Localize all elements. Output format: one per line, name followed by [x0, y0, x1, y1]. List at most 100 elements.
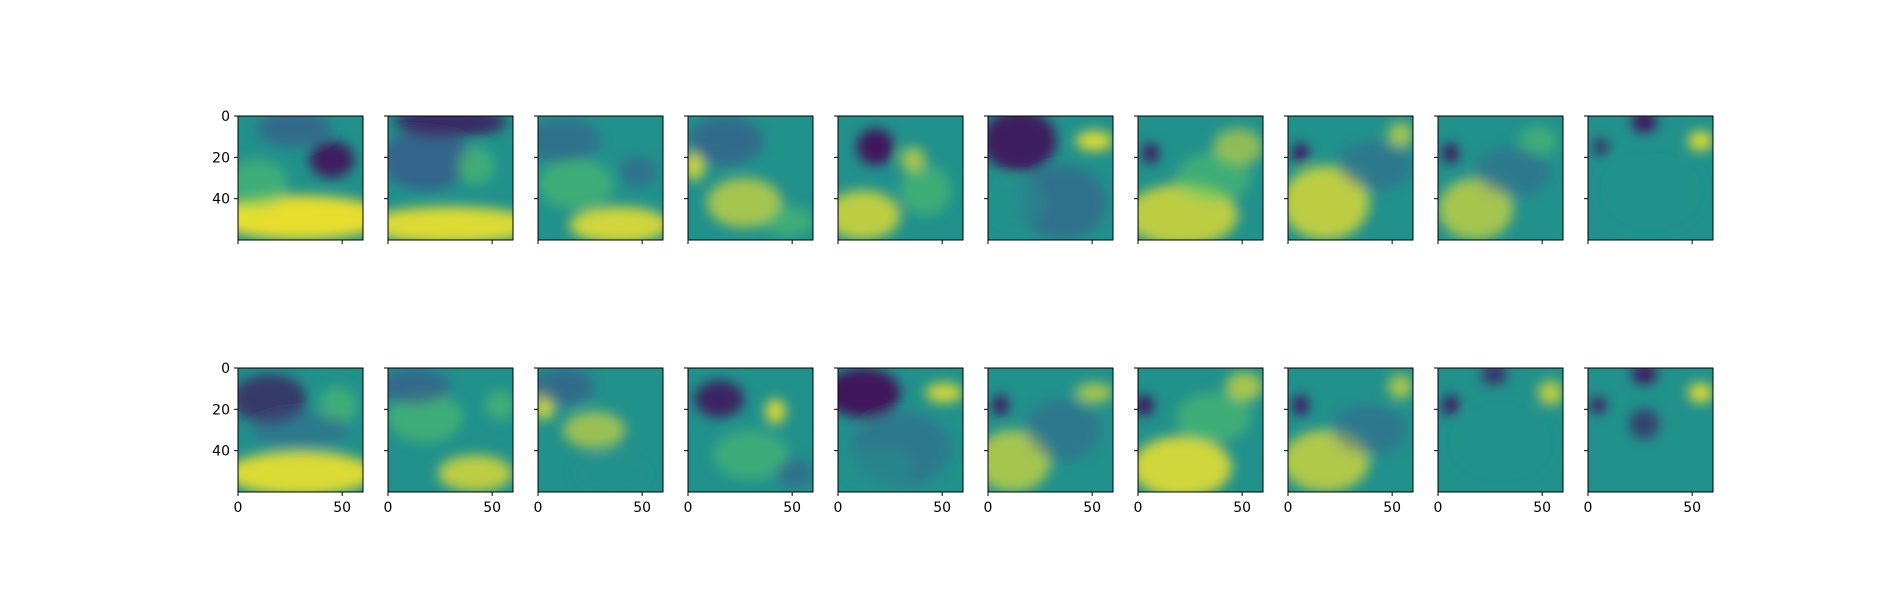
heatmap-cell-region: [1593, 139, 1608, 155]
heatmap-cell-region: [713, 430, 788, 480]
heatmap-cell-region: [1631, 116, 1657, 133]
axes-frame: [1587, 115, 1714, 241]
x-tick-label: 0: [1284, 500, 1293, 516]
heatmap-cell-region: [1629, 408, 1660, 439]
heatmap-image: [988, 368, 1113, 492]
x-tick-label: 50: [1683, 500, 1701, 516]
axes-frame: [387, 115, 514, 241]
heatmap-cell-region: [838, 190, 901, 240]
heatmap-cell-region: [238, 451, 363, 492]
axes-frame: [537, 115, 664, 241]
heatmap-cell-region: [1438, 178, 1513, 240]
x-tick-label: 50: [783, 500, 801, 516]
subplot-r1-c6: 0 50: [1134, 367, 1264, 516]
axes-frame: [687, 115, 814, 241]
x-tick-label: 0: [234, 500, 243, 516]
subplot-r0-c9: [1584, 115, 1714, 244]
heatmap-cell-region: [775, 458, 813, 489]
heatmap-cell-region: [388, 368, 451, 406]
heatmap-cell-region: [763, 206, 813, 237]
subplot-r1-c1: 0 50: [384, 367, 514, 516]
heatmap-image: [1588, 368, 1713, 492]
heatmap-cell-region: [538, 159, 613, 209]
heatmap-cell-region: [394, 116, 507, 138]
heatmap-image: [838, 368, 963, 492]
heatmap-cell-region: [706, 178, 782, 228]
heatmap-image: [1288, 368, 1413, 492]
x-tick-label: 50: [1383, 500, 1401, 516]
x-tick-label: 50: [633, 500, 651, 516]
subplot-r0-c6: [1134, 115, 1264, 244]
heatmap-image: [688, 368, 813, 492]
heatmap-cell-region: [900, 147, 926, 172]
axes-frame: [987, 115, 1114, 241]
x-tick-label: 50: [1233, 500, 1251, 516]
heatmap-cell-region: [456, 147, 495, 185]
heatmap-cell-region: [619, 156, 657, 187]
subplot-r0-c1: [384, 115, 514, 244]
heatmap-cell-region: [319, 386, 357, 424]
heatmap-cell-region: [1481, 368, 1507, 385]
axes-frame: [387, 367, 514, 493]
heatmap-cell-region: [1175, 392, 1251, 443]
subplot-r1-c2: 0 50: [534, 367, 664, 516]
heatmap-cell-region: [1388, 122, 1413, 147]
subplot-r1-c7: 0 50: [1284, 367, 1414, 516]
y-tick-label: 40: [212, 444, 230, 460]
heatmap-cell-region: [1538, 380, 1563, 406]
heatmap-image: [1138, 116, 1263, 240]
heatmap-cell-region: [563, 411, 626, 449]
subplot-r0-c2: [534, 115, 664, 244]
subplot-r1-c9: 0 50: [1584, 367, 1714, 516]
y-tick-label: 20: [212, 402, 230, 418]
heatmap-cell-region: [1019, 165, 1107, 240]
heatmap-cell-region: [1025, 399, 1101, 461]
x-tick-label: 50: [483, 500, 501, 516]
heatmap-cell-region: [988, 178, 1045, 228]
subplot-r0-c7: [1284, 115, 1414, 244]
heatmap-cell-region: [1075, 130, 1113, 151]
x-tick-label: 50: [333, 500, 351, 516]
subplot-r0-c0: 0 20 40: [212, 109, 364, 244]
x-tick-label: 0: [834, 500, 843, 516]
axes-frame: [537, 367, 664, 493]
x-tick-label: 0: [684, 500, 693, 516]
y-tick-label: 40: [212, 192, 230, 208]
heatmap-image: [838, 116, 963, 240]
heatmap-image: [1438, 116, 1563, 240]
heatmap-cell-region: [250, 411, 351, 449]
heatmap-image: [238, 116, 363, 240]
heatmap-cell-region: [900, 165, 951, 216]
y-tick-label: 0: [221, 109, 230, 125]
heatmap-cell-region: [838, 368, 901, 418]
heatmap-cell-region: [765, 399, 786, 424]
heatmap-cell-region: [1288, 165, 1370, 240]
heatmap-image: [238, 368, 363, 492]
heatmap-cell-region: [538, 118, 601, 164]
subplot-r1-c3: 0 50: [684, 367, 814, 516]
heatmap-cell-region: [988, 116, 1057, 172]
heatmap-cell-region: [388, 128, 470, 191]
heatmap-cell-region: [1075, 382, 1113, 403]
heatmap-cell-region: [1225, 371, 1263, 402]
subplot-r1-c5: 0 50: [984, 367, 1114, 516]
heatmap-cell-region: [1138, 436, 1232, 492]
heatmap-cell-region: [438, 454, 513, 492]
heatmap-cell-region: [1443, 143, 1458, 164]
heatmap-cell-region: [1331, 405, 1407, 455]
heatmap-cell-region: [388, 206, 513, 240]
heatmap-image: [1288, 116, 1413, 240]
heatmap-cell-region: [538, 368, 595, 406]
heatmap-cell-region: [238, 159, 288, 209]
heatmap-cell-region: [575, 454, 651, 492]
subplot-r0-c5: [984, 115, 1114, 244]
heatmap-cell-region: [569, 206, 663, 240]
axes-frame: [1587, 367, 1714, 493]
heatmap-cell-region: [1138, 395, 1153, 416]
heatmap-image: [688, 116, 813, 240]
x-tick-label: 0: [1434, 500, 1443, 516]
subplot-r0-c8: [1434, 115, 1564, 244]
heatmap-cell-region: [1443, 395, 1458, 416]
axes-frame: [1287, 367, 1414, 493]
heatmap-cell-region: [485, 390, 513, 421]
